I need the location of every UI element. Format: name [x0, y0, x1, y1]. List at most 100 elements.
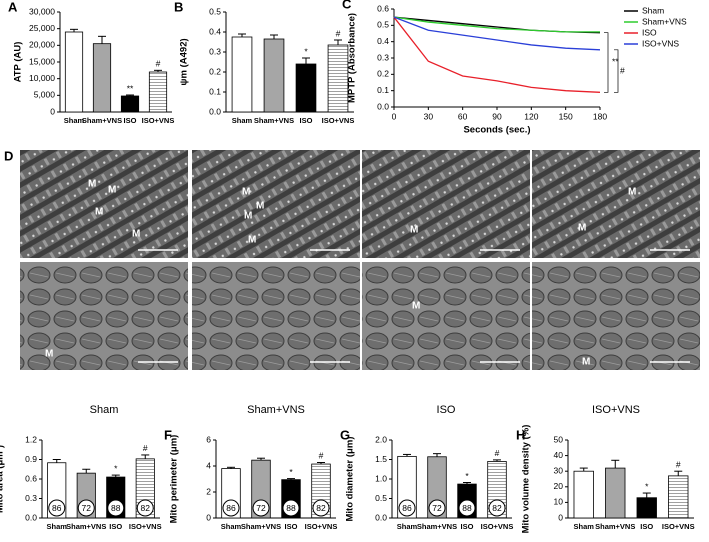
marker-label: M [88, 179, 96, 190]
y-tick-label: 0.3 [25, 493, 37, 503]
series-line [393, 16, 600, 33]
x-tick-label: 60 [458, 111, 468, 121]
x-tick-label: Sham [574, 522, 595, 531]
bar [263, 38, 285, 113]
y-tick-label: 20 [554, 481, 564, 491]
y-tick-label: 0.5 [209, 6, 221, 16]
x-tick-label: Sham+VNS [241, 522, 281, 531]
y-tick-label: 30,000 [29, 6, 55, 16]
y-tick-label: 0.5 [377, 20, 389, 30]
significance-mark: * [465, 471, 469, 481]
x-tick-label: Sham [47, 522, 68, 531]
n-label: 82 [141, 503, 151, 513]
y-tick-label: 0.4 [377, 36, 389, 46]
n-circle [312, 499, 330, 517]
significance-mark: # [156, 59, 161, 69]
legend-label: ISO [642, 27, 657, 37]
x-tick-label: Sham [64, 116, 85, 125]
panel-label: A [8, 0, 18, 14]
series-line [393, 16, 601, 34]
y-tick-label: 20,000 [29, 40, 55, 50]
bar [573, 470, 594, 519]
bracket [604, 32, 609, 93]
x-tick-label: Sham+VNS [595, 522, 635, 531]
y-axis-label: ATP (AU) [13, 42, 24, 83]
micrograph [532, 262, 700, 370]
n-circle [458, 499, 476, 517]
n-circle [222, 499, 240, 517]
bar [605, 467, 626, 519]
x-tick-label: Sham [221, 522, 242, 531]
n-circle [136, 499, 154, 517]
significance-mark: * [114, 463, 118, 473]
significance-mark: # [336, 28, 341, 38]
y-tick-label: 1.0 [375, 473, 387, 483]
marker-label: M [628, 187, 636, 198]
bar [92, 43, 112, 113]
x-tick-label: ISO+VNS [142, 116, 175, 125]
significance-mark: # [620, 65, 625, 75]
y-tick-label: 0.3 [377, 52, 389, 62]
x-tick-label: Sham+VNS [66, 522, 106, 531]
significance-mark: * [304, 46, 308, 56]
micrograph [20, 262, 188, 370]
x-tick-label: 30 [424, 111, 434, 121]
x-tick-label: Sham+VNS [417, 522, 457, 531]
x-tick-label: 90 [492, 111, 502, 121]
y-tick-label: 0.1 [377, 85, 389, 95]
x-tick-label: ISO [285, 522, 298, 531]
n-label: 72 [432, 503, 442, 513]
y-axis-label: ψm (A492) [179, 38, 190, 85]
column-label: Sham+VNS [247, 404, 305, 416]
y-tick-label: 0 [50, 106, 55, 116]
marker-label: M [582, 357, 590, 368]
bar [231, 36, 253, 113]
x-tick-label: ISO+VNS [322, 116, 355, 125]
significance-mark: # [143, 443, 148, 453]
panel-label: G [340, 427, 350, 442]
y-tick-label: 15,000 [29, 56, 55, 66]
significance-mark: ** [612, 57, 619, 67]
series-line [393, 16, 601, 51]
n-label: 88 [111, 503, 121, 513]
y-tick-label: 0.3 [209, 46, 221, 56]
panel-label: H [516, 427, 525, 442]
micrograph [362, 262, 530, 370]
panel-label: F [164, 427, 172, 442]
y-tick-label: 40 [554, 450, 564, 460]
x-tick-label: Sham [397, 522, 418, 531]
n-label: 86 [52, 503, 62, 513]
bar [636, 497, 657, 519]
x-tick-label: ISO+VNS [129, 522, 162, 531]
y-tick-label: 5,000 [34, 90, 56, 100]
x-tick-label: Sham+VNS [254, 116, 294, 125]
panel-label: C [342, 0, 352, 11]
series-line [393, 16, 601, 93]
y-tick-label: 0.6 [377, 3, 389, 13]
micrograph [192, 150, 360, 258]
legend-label: Sham [642, 5, 664, 15]
n-circle [488, 499, 506, 517]
x-tick-label: Sham [232, 116, 253, 125]
y-tick-label: 50 [554, 434, 564, 444]
marker-label: M [132, 229, 140, 240]
micrograph [362, 150, 530, 258]
y-tick-label: 10,000 [29, 73, 55, 83]
column-label: ISO+VNS [592, 404, 640, 416]
n-label: 72 [256, 503, 266, 513]
x-axis-label: Seconds (sec.) [463, 125, 530, 136]
y-tick-label: 0.6 [25, 473, 37, 483]
x-tick-label: Sham+VNS [82, 116, 122, 125]
x-tick-label: ISO [640, 522, 653, 531]
y-tick-label: 10 [554, 497, 564, 507]
y-tick-label: 4 [206, 460, 211, 470]
x-tick-label: ISO+VNS [662, 522, 695, 531]
significance-mark: * [645, 481, 649, 491]
x-tick-label: ISO+VNS [481, 522, 514, 531]
panel-label: B [174, 0, 183, 14]
y-axis-label: MPTP (Absorbance) [347, 13, 358, 103]
significance-mark: * [289, 467, 293, 477]
y-tick-label: 30 [554, 465, 564, 475]
y-tick-label: 0.0 [209, 106, 221, 116]
y-tick-label: 6 [206, 434, 211, 444]
